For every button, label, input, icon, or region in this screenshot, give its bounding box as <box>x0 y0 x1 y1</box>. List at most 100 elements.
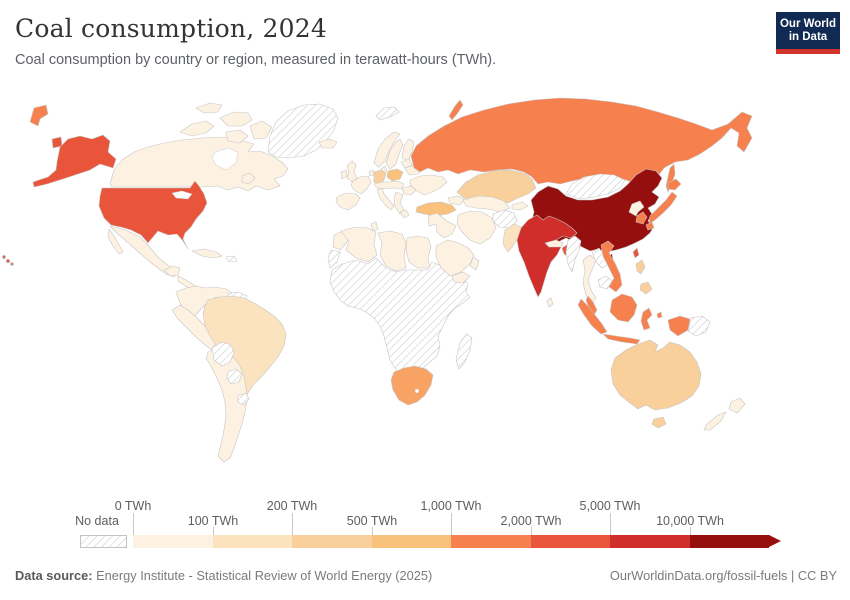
country-canada-arctic-2[interactable] <box>219 111 253 127</box>
country-indonesia-moluccas[interactable] <box>656 311 663 319</box>
page-title: Coal consumption, 2024 <box>15 14 327 43</box>
country-italy[interactable] <box>376 187 395 211</box>
region-western-sahara[interactable] <box>327 249 341 269</box>
country-romania[interactable] <box>401 185 417 196</box>
country-canada-arctic-4[interactable] <box>195 102 223 114</box>
country-canada[interactable] <box>109 136 289 192</box>
region-kyrgyz-tajik[interactable] <box>511 201 529 211</box>
country-uruguay[interactable] <box>237 392 250 406</box>
country-mongolia[interactable] <box>565 173 626 200</box>
region-benelux[interactable] <box>368 169 375 177</box>
country-iran[interactable] <box>456 210 497 245</box>
country-greece[interactable] <box>399 209 410 219</box>
region-sub-saharan-africa[interactable] <box>329 257 471 375</box>
legend-bin-6[interactable] <box>530 535 610 548</box>
legend-bin-5[interactable] <box>451 535 531 548</box>
country-indonesia-west-papua[interactable] <box>667 315 691 337</box>
country-svalbard[interactable] <box>375 106 400 121</box>
country-canada-arctic-5[interactable] <box>249 120 273 140</box>
country-kazakhstan[interactable] <box>456 169 537 204</box>
country-sri-lanka[interactable] <box>546 297 554 308</box>
region-baltics[interactable] <box>400 158 413 169</box>
country-libya[interactable] <box>377 230 407 272</box>
country-germany[interactable] <box>373 169 387 186</box>
country-bolivia[interactable] <box>211 341 235 367</box>
country-indonesia-sulawesi[interactable] <box>640 307 653 331</box>
country-new-zealand-north[interactable] <box>728 397 746 414</box>
country-canada-arctic-3[interactable] <box>225 129 249 144</box>
country-tunisia[interactable] <box>370 221 379 232</box>
country-taiwan[interactable] <box>632 247 640 259</box>
legend-no-data-swatch[interactable] <box>80 535 127 548</box>
country-new-zealand-south[interactable] <box>703 411 727 431</box>
country-russia[interactable] <box>410 97 753 193</box>
country-cambodia[interactable] <box>597 275 613 290</box>
country-philippines-mindanao[interactable] <box>639 281 653 295</box>
country-myanmar[interactable] <box>565 235 582 273</box>
country-saudi-arabia[interactable] <box>435 239 475 277</box>
country-australia[interactable] <box>610 339 702 411</box>
region-central-europe[interactable] <box>373 180 405 190</box>
country-ireland[interactable] <box>340 169 348 180</box>
country-pakistan[interactable] <box>502 223 523 253</box>
legend-bin-2[interactable] <box>212 535 292 548</box>
country-indonesia-sumatra[interactable] <box>577 298 608 335</box>
country-japan-hokkaido[interactable] <box>667 178 682 191</box>
country-usa-hawaii-2[interactable] <box>5 258 11 264</box>
country-usa-alaska[interactable] <box>32 134 117 188</box>
country-philippines-luzon[interactable] <box>635 259 646 275</box>
country-papua-new-guinea[interactable] <box>687 315 711 337</box>
country-norway[interactable] <box>373 131 401 168</box>
region-balkans[interactable] <box>393 191 405 215</box>
footer-link[interactable]: OurWorldinData.org/fossil-fuels | CC BY <box>609 568 837 583</box>
country-iceland[interactable] <box>318 138 338 149</box>
legend-bin-4[interactable] <box>371 535 451 548</box>
country-japan-kyushu[interactable] <box>645 221 655 231</box>
country-turkey[interactable] <box>415 201 457 217</box>
country-indonesia-java[interactable] <box>602 333 641 345</box>
country-greenland[interactable] <box>267 103 339 159</box>
legend-bin-8[interactable] <box>689 535 769 548</box>
country-thailand[interactable] <box>582 254 597 304</box>
country-cuba[interactable] <box>191 248 223 259</box>
country-uk[interactable] <box>346 160 358 183</box>
country-russia-novaya-zemlya[interactable] <box>448 99 464 121</box>
country-paraguay[interactable] <box>226 368 243 385</box>
region-iberia[interactable] <box>335 192 361 211</box>
country-ukraine[interactable] <box>409 174 448 196</box>
country-nepal[interactable] <box>544 239 564 248</box>
country-mexico-baja[interactable] <box>107 228 124 255</box>
country-brazil[interactable] <box>202 295 287 401</box>
country-yemen[interactable] <box>451 271 471 284</box>
country-russia-chukotka[interactable] <box>29 104 49 127</box>
country-egypt[interactable] <box>405 235 432 269</box>
region-levant-iraq[interactable] <box>427 212 457 239</box>
legend-bin-7[interactable] <box>610 535 690 548</box>
legend-no-data-label: No data <box>75 514 119 528</box>
country-usa-hawaii-3[interactable] <box>10 262 14 266</box>
country-oman[interactable] <box>469 256 480 271</box>
owid-logo[interactable]: Our World in Data <box>776 12 840 54</box>
country-mexico-yucatan[interactable] <box>163 265 181 277</box>
country-sweden[interactable] <box>385 138 404 170</box>
country-algeria[interactable] <box>340 226 378 263</box>
legend-bin-1[interactable] <box>133 535 213 548</box>
country-hispaniola[interactable] <box>225 255 238 263</box>
country-vietnam[interactable] <box>600 240 623 293</box>
legend-bin-3[interactable] <box>292 535 372 548</box>
country-indonesia-borneo[interactable] <box>609 293 638 323</box>
country-poland[interactable] <box>386 168 404 182</box>
region-caucasus[interactable] <box>447 195 466 206</box>
country-madagascar[interactable] <box>455 333 473 370</box>
country-usa-hawaii-1[interactable] <box>1 254 7 260</box>
country-south-africa[interactable] <box>390 365 434 406</box>
country-canada-arctic-1[interactable] <box>179 120 215 137</box>
country-south-korea[interactable] <box>635 211 648 225</box>
country-north-korea[interactable] <box>628 200 645 217</box>
legend-tickmark <box>372 527 373 535</box>
country-france[interactable] <box>350 175 372 195</box>
footer-source-text[interactable]: Energy Institute - Statistical Review of… <box>92 568 433 583</box>
country-canada-newfoundland[interactable] <box>241 172 256 185</box>
country-australia-tasmania[interactable] <box>651 416 667 429</box>
